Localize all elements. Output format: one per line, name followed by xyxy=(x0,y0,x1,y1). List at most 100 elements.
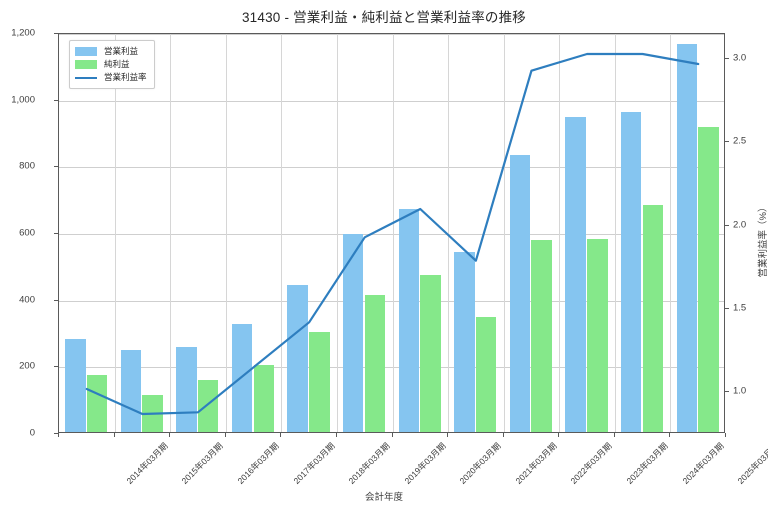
x-axis-tick-label: 2019年03月期 xyxy=(402,440,448,486)
gridline-vertical xyxy=(448,34,450,432)
gridline-vertical xyxy=(614,34,616,432)
y-axis-right-tick-label: 2.5 xyxy=(733,135,747,147)
y-axis-right-tick-label: 3.0 xyxy=(733,52,747,64)
gridline-vertical xyxy=(225,34,227,432)
gridline-horizontal xyxy=(59,300,724,302)
chart-title: 31430 - 営業利益・純利益と営業利益率の推移 xyxy=(241,10,527,25)
y-axis-right-tick-label: 1.5 xyxy=(733,302,747,314)
legend-swatch-net-profit xyxy=(75,60,97,69)
gridline-vertical xyxy=(170,34,172,432)
gridline-vertical xyxy=(392,34,394,432)
legend-item-net-profit[interactable]: 純利益 xyxy=(75,58,147,71)
y-axis-left-tick-label: 800 xyxy=(19,160,35,172)
x-axis-tick-mark xyxy=(391,433,393,437)
legend-label-operating-profit: 営業利益 xyxy=(104,46,139,56)
gridline-horizontal xyxy=(59,34,724,35)
x-axis-tick-mark xyxy=(113,433,115,437)
x-axis-tick-mark xyxy=(558,433,560,437)
x-axis-tick-mark xyxy=(669,433,671,437)
x-axis-tick-mark xyxy=(280,433,282,437)
gridline-vertical xyxy=(503,34,505,432)
bar-net-profit xyxy=(475,317,497,432)
bar-operating-profit xyxy=(176,347,197,432)
gridline-horizontal xyxy=(59,367,724,369)
legend-item-operating-profit[interactable]: 営業利益 xyxy=(75,45,147,58)
x-axis-tick-label: 2025年03月期 xyxy=(735,440,768,486)
operating-margin-line xyxy=(85,52,700,416)
x-axis-tick-mark xyxy=(502,433,504,437)
y-axis-left-tick-label: 400 xyxy=(19,294,35,306)
bar-net-profit xyxy=(197,380,219,432)
bar-operating-profit xyxy=(620,112,642,432)
bar-operating-profit xyxy=(509,155,531,432)
legend-swatch-operating-profit xyxy=(75,47,97,56)
y-axis-right-tick-mark xyxy=(725,308,729,309)
bar-net-profit xyxy=(698,127,719,432)
legend-swatch-operating-margin xyxy=(75,76,97,79)
gridline-vertical xyxy=(559,34,561,432)
y-axis-left-tick-mark xyxy=(54,33,58,34)
bar-operating-profit xyxy=(565,117,586,432)
gridline-vertical xyxy=(336,34,338,432)
chart-legend[interactable]: 営業利益 純利益 営業利益率 xyxy=(69,40,155,89)
x-axis-tick-mark xyxy=(613,433,615,437)
gridline-vertical xyxy=(281,34,283,432)
y-axis-left-tick-label: 1,000 xyxy=(11,94,35,106)
plot-area: 営業利益 純利益 営業利益率 xyxy=(58,33,725,433)
y-axis-right-tick-label: 1.0 xyxy=(733,385,747,397)
y-axis-left-tick-mark xyxy=(54,366,58,368)
y-axis-left-tick-label: 1,200 xyxy=(11,27,35,39)
x-axis-tick-mark xyxy=(224,433,226,437)
bar-net-profit xyxy=(587,238,608,432)
x-axis-tick-label: 2016年03月期 xyxy=(235,440,281,486)
bar-operating-profit xyxy=(65,338,86,432)
y-axis-left-tick-label: 600 xyxy=(19,227,35,239)
x-axis-tick-label: 2014年03月期 xyxy=(124,440,170,486)
x-axis-tick-label: 2015年03月期 xyxy=(179,440,226,486)
gridline-horizontal xyxy=(59,100,724,102)
x-axis-tick-mark xyxy=(169,433,171,437)
y-axis-right-tick-label: 2.0 xyxy=(733,219,747,231)
bar-net-profit xyxy=(309,332,330,432)
y-axis-left-tick-label: 0 xyxy=(29,427,35,439)
y-axis-right-tick-mark xyxy=(725,391,729,393)
y-axis-right-tick-mark xyxy=(725,58,729,59)
bar-operating-profit xyxy=(676,43,697,432)
x-axis-tick-label: 2021年03月期 xyxy=(513,440,559,486)
x-axis-tick-mark xyxy=(447,433,449,437)
bar-net-profit xyxy=(531,240,552,432)
bar-net-profit xyxy=(86,375,108,432)
line-operating-margin xyxy=(85,52,700,416)
legend-label-operating-margin: 営業利益率 xyxy=(104,72,147,82)
legend-item-operating-margin[interactable]: 営業利益率 xyxy=(75,71,147,84)
bar-operating-profit xyxy=(287,285,308,432)
x-axis-tick-mark xyxy=(335,433,337,437)
bar-net-profit xyxy=(364,295,386,432)
x-axis-tick-label: 2024年03月期 xyxy=(680,440,726,486)
y-axis-left-tick-mark xyxy=(54,166,58,168)
gridline-vertical xyxy=(114,34,116,432)
plot-inner xyxy=(59,34,724,432)
bar-operating-profit xyxy=(454,252,475,432)
y-axis-left-tick-mark xyxy=(54,233,58,234)
gridline-horizontal xyxy=(59,234,724,235)
gridline-vertical xyxy=(670,34,672,432)
y-axis-right-tick-mark xyxy=(725,224,729,226)
gridline-horizontal xyxy=(59,167,724,169)
y-axis-right-tick-mark xyxy=(725,141,729,143)
x-axis-tick-label: 2018年03月期 xyxy=(346,440,392,486)
legend-label-net-profit: 純利益 xyxy=(104,59,130,69)
x-axis-tick-mark xyxy=(725,433,726,437)
x-axis-tick-label: 2020年03月期 xyxy=(457,440,503,486)
y-axis-left-tick-label: 200 xyxy=(19,360,35,372)
y-axis-left-tick-mark xyxy=(54,433,58,434)
bar-net-profit xyxy=(420,275,441,432)
x-axis-tick-label: 2017年03月期 xyxy=(291,440,337,486)
bar-operating-profit xyxy=(343,233,364,432)
x-axis-tick-label: 2023年03月期 xyxy=(624,440,670,486)
bar-net-profit xyxy=(642,205,664,432)
bar-operating-profit xyxy=(398,208,420,432)
x-axis-tick-label: 2022年03月期 xyxy=(568,440,615,486)
y-axis-right-title: 営業利益率（%） xyxy=(758,202,768,278)
